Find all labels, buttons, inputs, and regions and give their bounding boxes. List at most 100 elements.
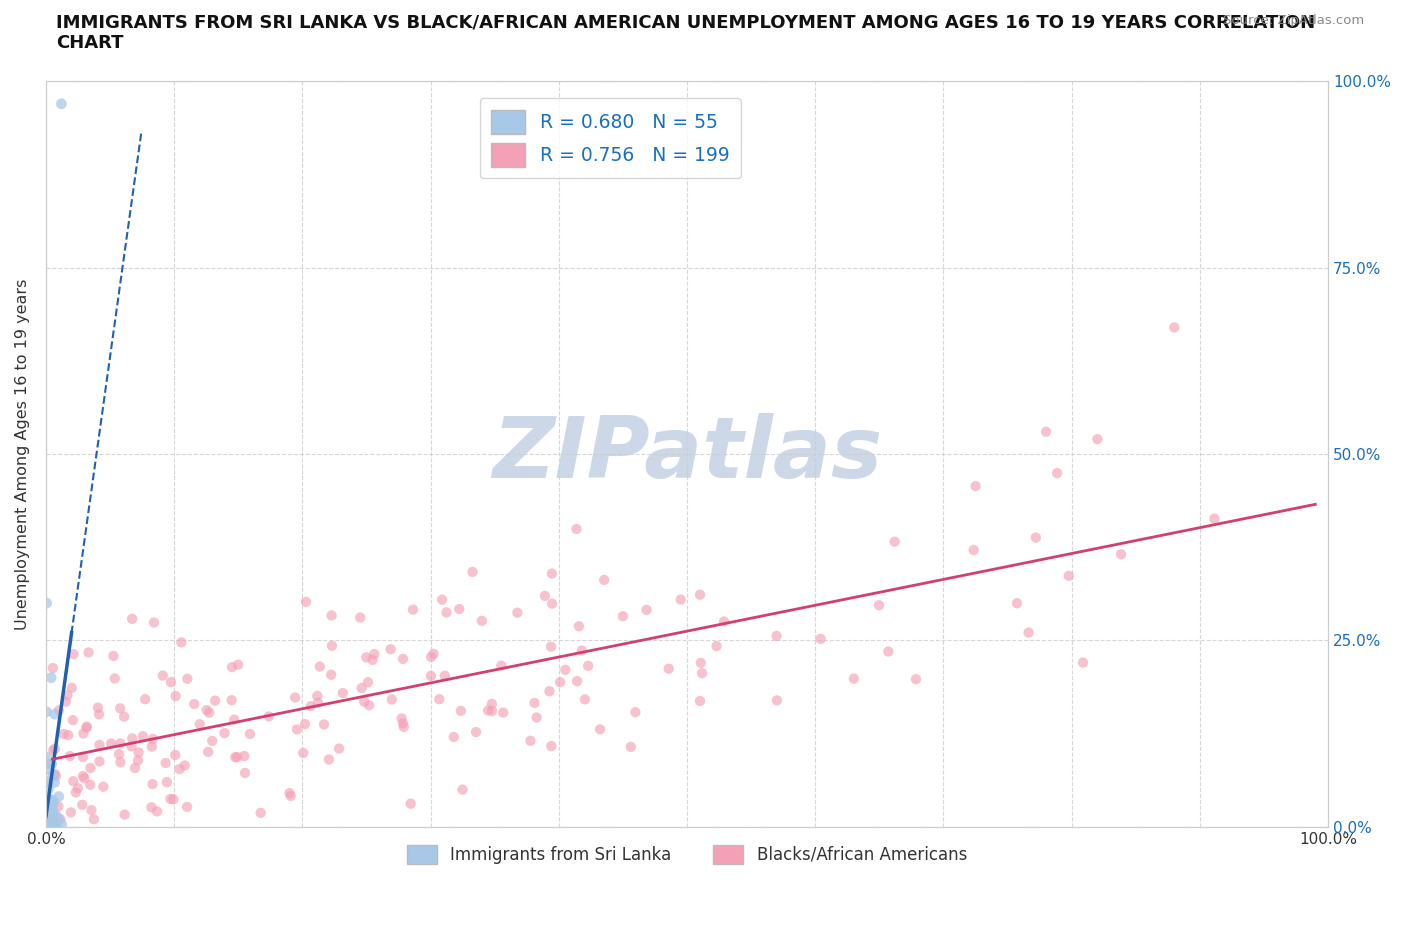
Point (44, 766, 66, 781)
Point (690, 666, 713, 681)
Point (59, 805, 82, 820)
Point (1046, 466, 1069, 481)
Point (124, 761, 146, 776)
Point (35, 774, 58, 789)
Point (391, 711, 413, 726)
Point (48, 789, 70, 804)
Point (45, 769, 67, 784)
Point (49, 812, 72, 827)
Point (197, 745, 219, 760)
Point (534, 589, 557, 604)
Point (380, 642, 402, 657)
Point (713, 614, 735, 629)
Point (357, 675, 380, 690)
Point (37, 808, 59, 823)
Point (35, 793, 58, 808)
Point (37, 794, 59, 809)
Point (176, 800, 198, 815)
Point (204, 693, 226, 708)
Point (156, 775, 179, 790)
Point (38, 781, 60, 796)
Point (689, 694, 711, 709)
Point (436, 604, 458, 619)
Point (134, 692, 156, 707)
Point (38, 792, 60, 807)
Point (1204, 512, 1226, 526)
Point (214, 725, 236, 740)
Point (56, 688, 79, 703)
Point (38, 807, 60, 822)
Point (39, 808, 62, 823)
Point (55, 695, 77, 710)
Point (541, 566, 564, 581)
Point (35, 818, 58, 833)
Point (451, 782, 474, 797)
Point (42, 743, 65, 758)
Point (449, 602, 471, 617)
Point (62, 774, 84, 789)
Point (810, 631, 832, 646)
Point (392, 720, 415, 735)
Point (292, 746, 315, 761)
Point (593, 573, 616, 588)
Point (965, 479, 987, 494)
Point (568, 618, 591, 633)
Point (239, 726, 262, 741)
Point (37, 777, 59, 791)
Point (689, 587, 711, 602)
Point (89, 754, 111, 769)
Point (38, 811, 60, 826)
Point (188, 717, 211, 732)
Point (35, 806, 58, 821)
Point (114, 807, 136, 822)
Point (121, 739, 143, 754)
Point (51, 97, 73, 112)
Point (35, 596, 58, 611)
Point (1071, 655, 1094, 670)
Point (481, 697, 503, 711)
Point (285, 722, 308, 737)
Y-axis label: Unemployment Among Ages 16 to 19 years: Unemployment Among Ages 16 to 19 years (15, 278, 30, 630)
Point (477, 703, 499, 718)
Point (565, 673, 588, 688)
Point (87, 707, 110, 722)
Point (201, 734, 224, 749)
Point (318, 752, 340, 767)
Point (110, 755, 132, 770)
Point (541, 596, 564, 611)
Point (624, 705, 647, 720)
Point (80, 803, 103, 817)
Point (450, 703, 472, 718)
Point (41, 810, 63, 825)
Point (565, 522, 588, 537)
Point (72, 768, 94, 783)
Point (307, 696, 329, 711)
Point (39, 671, 62, 685)
Point (280, 789, 302, 804)
Point (44, 707, 66, 722)
Point (399, 796, 422, 811)
Point (155, 755, 177, 770)
Point (108, 701, 131, 716)
Point (471, 614, 494, 629)
Point (104, 671, 127, 685)
Point (35, 704, 58, 719)
Point (226, 750, 249, 764)
Point (766, 693, 789, 708)
Point (121, 611, 143, 626)
Point (127, 753, 149, 768)
Point (1035, 424, 1057, 439)
Point (77, 645, 100, 660)
Point (38, 791, 60, 806)
Point (41, 803, 63, 817)
Point (877, 644, 900, 659)
Point (79, 777, 101, 792)
Point (76, 719, 98, 734)
Point (39, 818, 62, 833)
Point (295, 594, 318, 609)
Point (198, 705, 221, 720)
Point (72, 726, 94, 741)
Point (152, 668, 174, 683)
Point (142, 777, 165, 791)
Point (465, 724, 488, 739)
